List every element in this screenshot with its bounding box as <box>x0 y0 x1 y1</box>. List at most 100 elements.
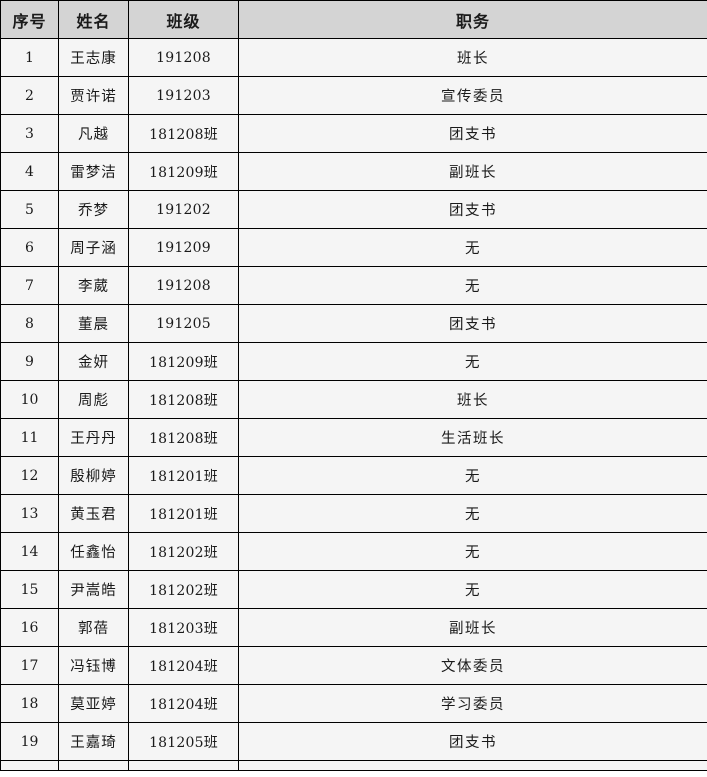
cell-name: 金妍 <box>58 342 129 381</box>
cell-class-text: 181202班 <box>149 544 218 561</box>
cell-name: 冯钰博 <box>58 646 129 685</box>
cell-class-text: 181209班 <box>149 354 218 371</box>
cell-post <box>238 760 707 771</box>
cell-name-text: 冯钰博 <box>70 659 117 675</box>
cell-class <box>128 760 239 771</box>
cell-index-text: 3 <box>25 125 34 142</box>
cell-name-text: 董晨 <box>78 317 109 333</box>
cell-post-text: 无 <box>465 583 481 599</box>
cell-name: 周子涵 <box>58 228 129 267</box>
table-row: 8 董晨 191205 团支书 <box>0 304 707 343</box>
cell-post: 无 <box>238 342 707 381</box>
cell-post-text: 学习委员 <box>441 697 505 713</box>
cell-name-text: 周彪 <box>78 393 109 409</box>
cell-name: 黄玉君 <box>58 494 129 533</box>
cell-post-text: 文体委员 <box>441 659 505 675</box>
cell-class-text: 181204班 <box>149 658 218 675</box>
table-row: 19 王嘉琦 181205班 团支书 <box>0 722 707 761</box>
cell-name: 李葳 <box>58 266 129 305</box>
cell-post-text: 班长 <box>457 51 489 67</box>
cell-class-text: 191208 <box>156 49 211 66</box>
cell-class-text: 181203班 <box>149 620 218 637</box>
cell-name-text: 莫亚婷 <box>70 697 117 713</box>
table-body: 1 王志康 191208 班长 2 贾许诺 191203 宣传委员 3 凡越 181208班 团支书 4… <box>0 38 707 771</box>
cell-name: 王嘉琦 <box>58 722 129 761</box>
cell-class-text: 181208班 <box>149 126 218 143</box>
cell-index: 12 <box>0 456 59 495</box>
cell-post-text: 宣传委员 <box>441 89 505 105</box>
cell-name-text: 任鑫怡 <box>70 545 117 561</box>
cell-post-text: 无 <box>465 355 481 371</box>
cell-name-text: 李葳 <box>78 279 109 295</box>
cell-index-text: 6 <box>25 239 34 256</box>
cell-name <box>58 760 129 771</box>
cell-class: 181202班 <box>128 570 239 609</box>
cell-name: 尹嵩皓 <box>58 570 129 609</box>
cell-post: 宣传委员 <box>238 76 707 115</box>
cell-class: 191202 <box>128 190 239 229</box>
cell-index-text: 13 <box>20 505 39 522</box>
cell-class-text: 191202 <box>156 201 211 218</box>
cell-post-text: 团支书 <box>449 735 497 751</box>
cell-name: 周彪 <box>58 380 129 419</box>
cell-class: 181209班 <box>128 152 239 191</box>
cell-index-text: 7 <box>25 277 34 294</box>
cell-post: 生活班长 <box>238 418 707 457</box>
cell-name: 凡越 <box>58 114 129 153</box>
cell-post-text: 团支书 <box>449 203 497 219</box>
cell-class: 191209 <box>128 228 239 267</box>
cell-post: 无 <box>238 494 707 533</box>
cell-index-text: 1 <box>25 49 34 66</box>
cell-post: 副班长 <box>238 608 707 647</box>
cell-index-text: 9 <box>25 353 34 370</box>
cell-index: 6 <box>0 228 59 267</box>
cell-class: 181202班 <box>128 532 239 571</box>
cell-index: 19 <box>0 722 59 761</box>
cell-index-text: 14 <box>20 543 39 560</box>
cell-name: 乔梦 <box>58 190 129 229</box>
column-header-class: 班级 <box>128 0 239 39</box>
cell-index-text: 11 <box>20 429 39 446</box>
column-header-name: 姓名 <box>58 0 129 39</box>
cell-name-text: 周子涵 <box>70 241 117 257</box>
cell-post: 无 <box>238 266 707 305</box>
cell-post-text: 无 <box>465 469 481 485</box>
cell-post-text: 团支书 <box>449 317 497 333</box>
table-row: 9 金妍 181209班 无 <box>0 342 707 381</box>
cell-class-text: 181208班 <box>149 392 218 409</box>
cell-name-text: 王嘉琦 <box>70 735 117 751</box>
cell-name: 王志康 <box>58 38 129 77</box>
cell-post: 无 <box>238 456 707 495</box>
cell-class: 181203班 <box>128 608 239 647</box>
cell-class-text: 181209班 <box>149 164 218 181</box>
cell-index: 9 <box>0 342 59 381</box>
cell-post: 学习委员 <box>238 684 707 723</box>
cell-post: 团支书 <box>238 190 707 229</box>
table-row: 3 凡越 181208班 团支书 <box>0 114 707 153</box>
cell-name: 郭蓓 <box>58 608 129 647</box>
column-header-index: 序号 <box>0 0 59 39</box>
table-row: 18 莫亚婷 181204班 学习委员 <box>0 684 707 723</box>
table-row: 12 殷柳婷 181201班 无 <box>0 456 707 495</box>
cell-post-text: 无 <box>465 545 481 561</box>
cell-name-text: 黄玉君 <box>70 507 117 523</box>
cell-index: 18 <box>0 684 59 723</box>
table-row: 11 王丹丹 181208班 生活班长 <box>0 418 707 457</box>
cell-class: 181208班 <box>128 418 239 457</box>
cell-index-text: 12 <box>20 467 39 484</box>
cell-index <box>0 760 59 771</box>
cell-index: 1 <box>0 38 59 77</box>
cell-index-text: 10 <box>20 391 39 408</box>
cell-name-text: 雷梦洁 <box>70 165 117 181</box>
cell-index: 13 <box>0 494 59 533</box>
cell-post: 团支书 <box>238 722 707 761</box>
cell-class: 181205班 <box>128 722 239 761</box>
table-header-row: 序号 姓名 班级 职务 <box>0 0 707 39</box>
cell-post-text: 团支书 <box>449 127 497 143</box>
cell-name-text: 王志康 <box>70 51 117 67</box>
cell-class-text: 181201班 <box>149 468 218 485</box>
cell-name-text: 乔梦 <box>78 203 109 219</box>
cell-index-text: 18 <box>20 695 39 712</box>
cell-class-text: 191208 <box>156 277 211 294</box>
cell-class: 181208班 <box>128 114 239 153</box>
